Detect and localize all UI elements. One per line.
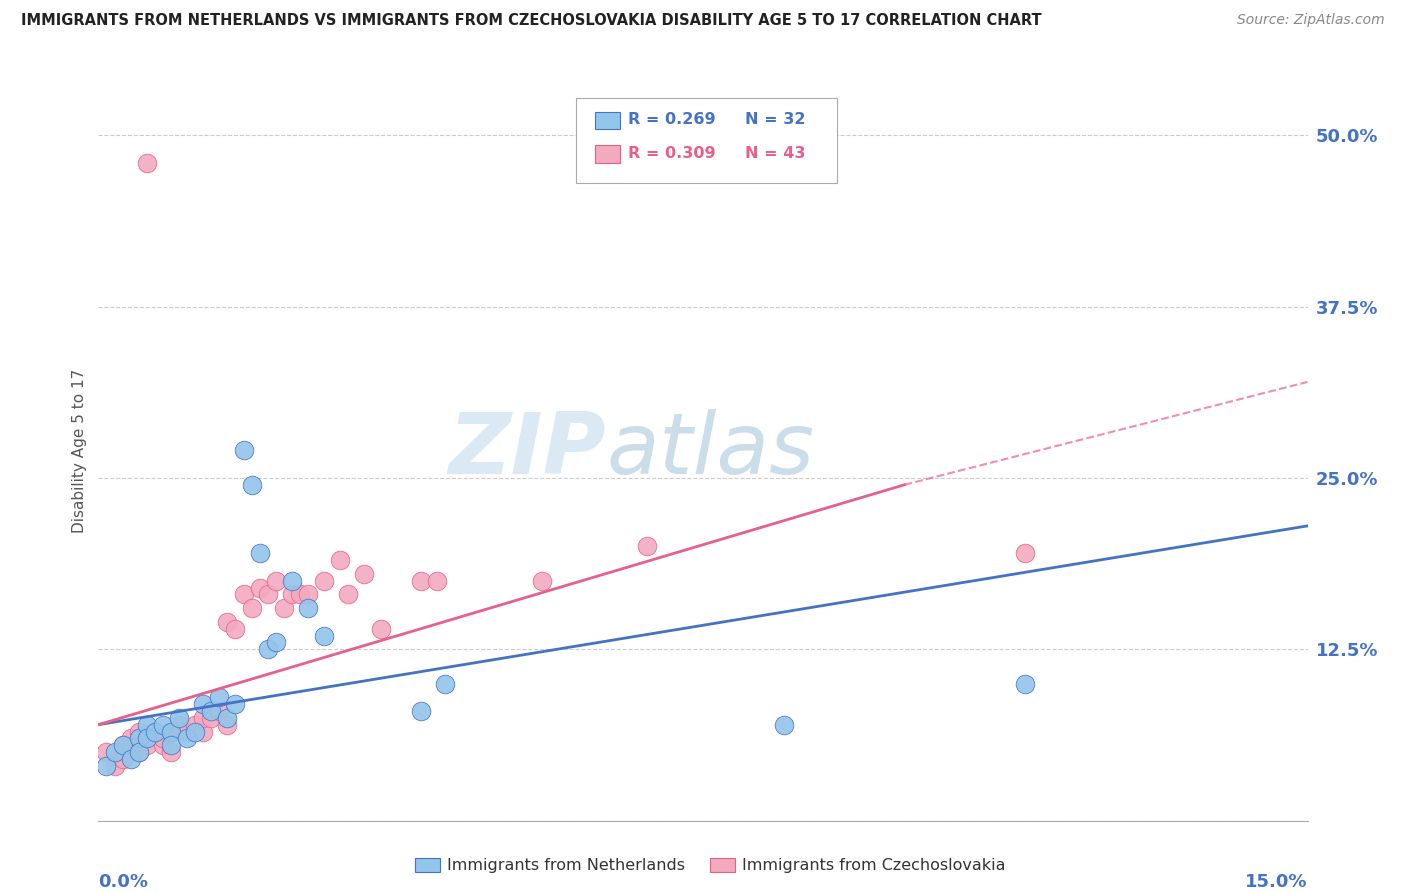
- Point: [217, 615, 239, 629]
- Point: [264, 574, 287, 588]
- Text: Immigrants from Czechoslovakia: Immigrants from Czechoslovakia: [742, 858, 1005, 872]
- Text: 15.0%: 15.0%: [1246, 872, 1308, 891]
- Point: [530, 574, 553, 588]
- Point: [314, 574, 336, 588]
- Point: [184, 717, 207, 731]
- Point: [111, 738, 134, 752]
- Point: [167, 711, 190, 725]
- Point: [353, 566, 375, 581]
- Point: [128, 745, 150, 759]
- Point: [135, 738, 157, 752]
- Point: [224, 697, 246, 711]
- Point: [120, 731, 142, 746]
- Point: [240, 601, 263, 615]
- Point: [120, 752, 142, 766]
- Point: [434, 676, 457, 690]
- Point: [128, 724, 150, 739]
- Point: [297, 601, 319, 615]
- Text: 0.0%: 0.0%: [98, 872, 149, 891]
- Point: [160, 745, 183, 759]
- Point: [193, 724, 215, 739]
- Point: [103, 745, 125, 759]
- Point: [281, 574, 304, 588]
- Point: [208, 704, 231, 718]
- Point: [409, 704, 432, 718]
- Point: [337, 587, 360, 601]
- Point: [176, 731, 198, 746]
- Point: [217, 717, 239, 731]
- Point: [160, 724, 183, 739]
- Text: Immigrants from Netherlands: Immigrants from Netherlands: [447, 858, 685, 872]
- Point: [193, 711, 215, 725]
- Point: [208, 690, 231, 705]
- Point: [273, 601, 295, 615]
- Point: [96, 745, 118, 759]
- Text: N = 32: N = 32: [745, 112, 806, 127]
- Point: [200, 704, 222, 718]
- Point: [314, 628, 336, 642]
- Text: R = 0.309: R = 0.309: [628, 146, 716, 161]
- Point: [135, 155, 157, 169]
- Y-axis label: Disability Age 5 to 17: Disability Age 5 to 17: [72, 368, 87, 533]
- Point: [1014, 676, 1036, 690]
- Point: [370, 622, 392, 636]
- Point: [224, 622, 246, 636]
- Point: [409, 574, 432, 588]
- Point: [240, 477, 263, 491]
- Point: [249, 546, 271, 560]
- Point: [111, 738, 134, 752]
- Point: [200, 711, 222, 725]
- Point: [217, 711, 239, 725]
- Point: [232, 443, 254, 458]
- Point: [103, 759, 125, 773]
- Point: [426, 574, 449, 588]
- Point: [281, 587, 304, 601]
- Point: [111, 752, 134, 766]
- Point: [135, 731, 157, 746]
- Point: [96, 759, 118, 773]
- Point: [772, 717, 794, 731]
- Point: [184, 724, 207, 739]
- Point: [636, 540, 658, 554]
- Point: [176, 724, 198, 739]
- Point: [193, 697, 215, 711]
- Point: [249, 581, 271, 595]
- Text: Source: ZipAtlas.com: Source: ZipAtlas.com: [1237, 13, 1385, 28]
- Text: IMMIGRANTS FROM NETHERLANDS VS IMMIGRANTS FROM CZECHOSLOVAKIA DISABILITY AGE 5 T: IMMIGRANTS FROM NETHERLANDS VS IMMIGRANT…: [21, 13, 1042, 29]
- Text: R = 0.269: R = 0.269: [628, 112, 716, 127]
- Point: [256, 587, 278, 601]
- Point: [329, 553, 352, 567]
- Point: [256, 642, 278, 657]
- Point: [152, 717, 174, 731]
- Text: ZIP: ZIP: [449, 409, 606, 492]
- Point: [297, 587, 319, 601]
- Text: N = 43: N = 43: [745, 146, 806, 161]
- Point: [152, 731, 174, 746]
- Point: [160, 724, 183, 739]
- Text: atlas: atlas: [606, 409, 814, 492]
- Point: [167, 717, 190, 731]
- Point: [264, 635, 287, 649]
- Point: [152, 738, 174, 752]
- Point: [143, 724, 166, 739]
- Point: [160, 738, 183, 752]
- Point: [288, 587, 311, 601]
- Point: [232, 587, 254, 601]
- Point: [1014, 546, 1036, 560]
- Point: [135, 717, 157, 731]
- Point: [143, 724, 166, 739]
- Point: [128, 731, 150, 746]
- Point: [128, 745, 150, 759]
